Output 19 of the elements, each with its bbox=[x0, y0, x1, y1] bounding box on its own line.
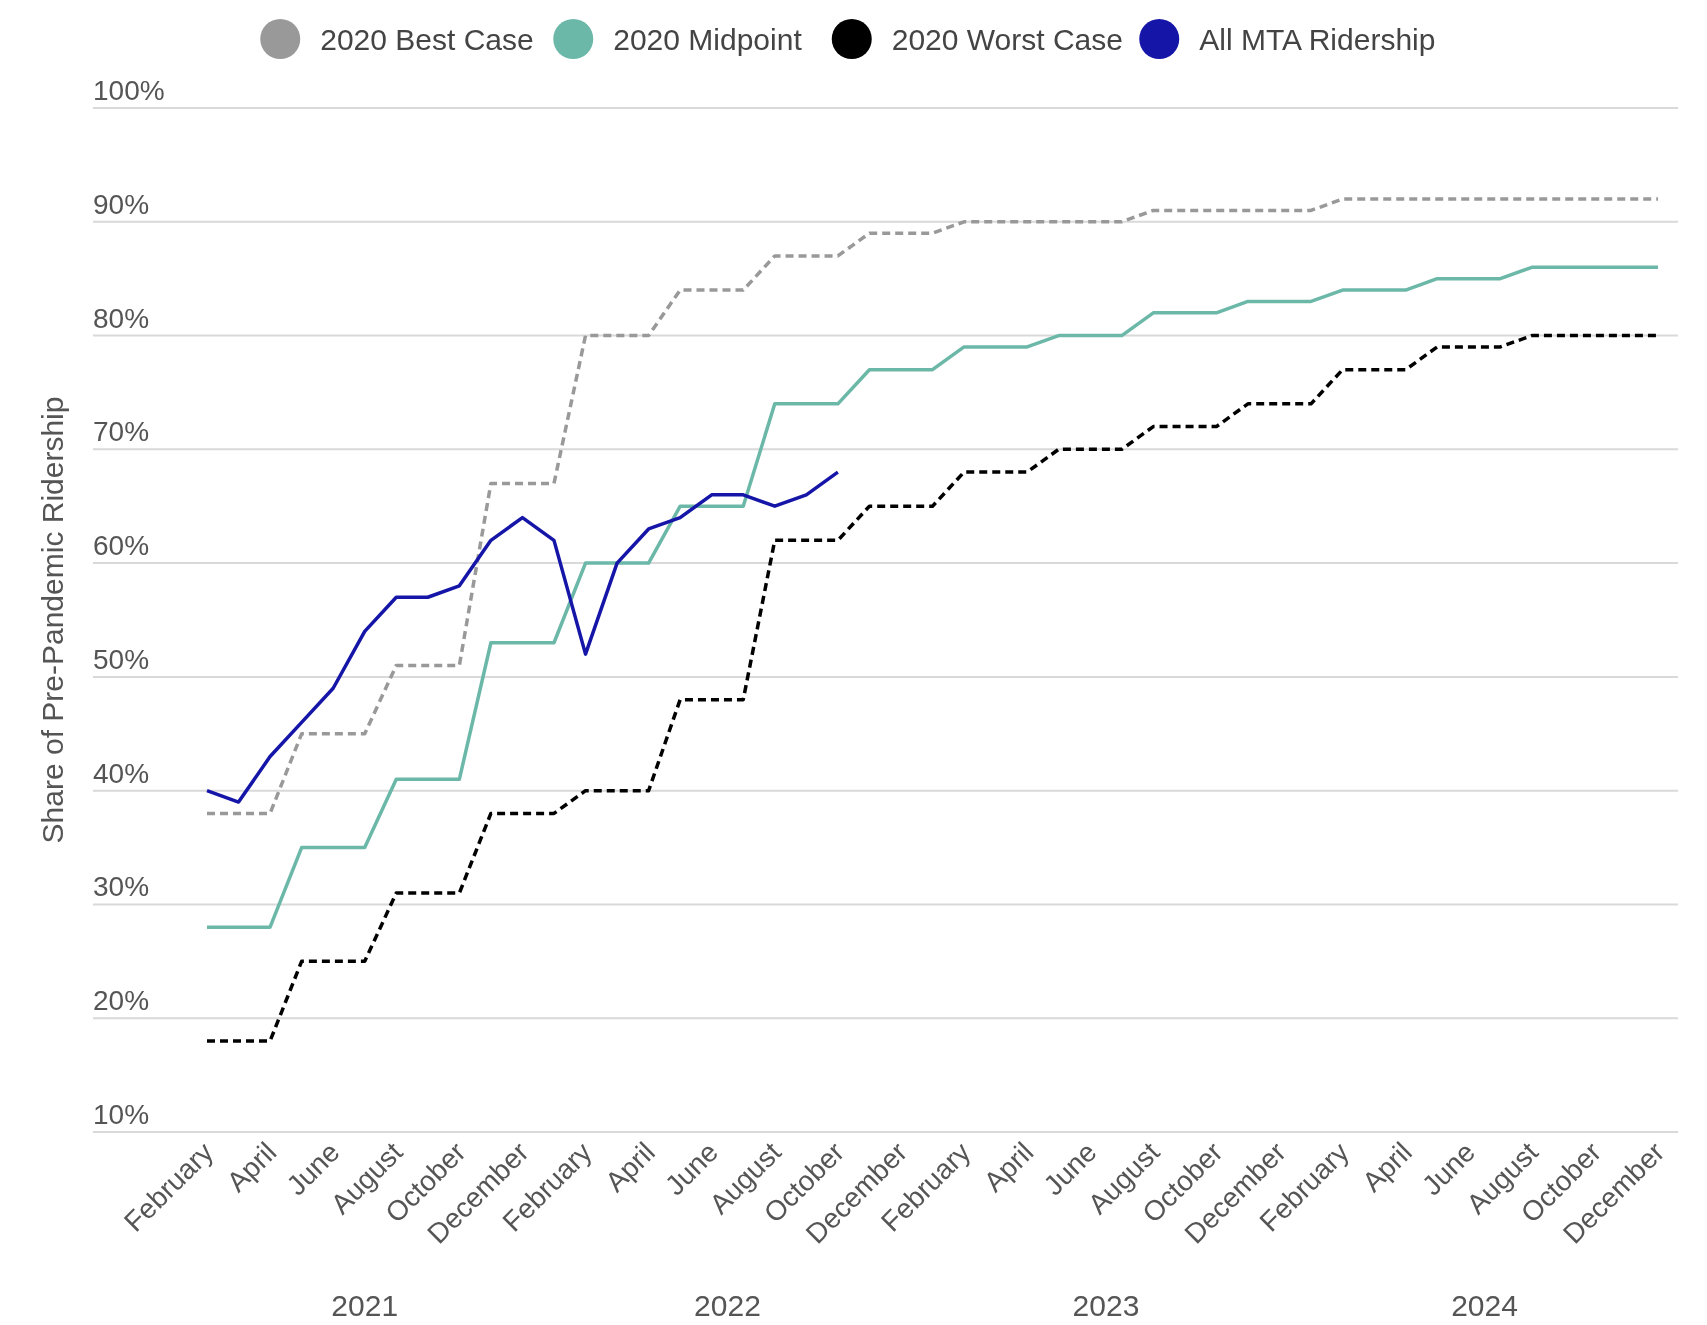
text: 2024 bbox=[1451, 1289, 1518, 1322]
legend-label: 2020 Worst Case bbox=[891, 23, 1123, 56]
legend-label: 2020 Midpoint bbox=[613, 23, 803, 56]
text: 2022 bbox=[694, 1289, 761, 1322]
y-tick-label: 30% bbox=[93, 871, 150, 903]
y-axis-title: Share of Pre-Pandemic Ridership bbox=[36, 396, 69, 844]
y-tick-label: 70% bbox=[93, 416, 150, 448]
y-tick-label: 40% bbox=[93, 757, 150, 789]
y-tick-label: 50% bbox=[93, 643, 150, 675]
text: 2023 bbox=[1072, 1289, 1140, 1322]
y-tick-label: 60% bbox=[93, 530, 150, 562]
y-tick-label: 100% bbox=[93, 75, 165, 106]
y-tick-label: 20% bbox=[93, 985, 150, 1017]
legend-label: All MTA Ridership bbox=[1199, 23, 1436, 56]
text: 2021 bbox=[331, 1289, 399, 1322]
y-tick-label: 80% bbox=[93, 302, 150, 334]
legend-label: 2020 Best Case bbox=[320, 23, 534, 56]
y-tick-label: 10% bbox=[93, 1099, 150, 1130]
y-tick-label: 90% bbox=[93, 188, 150, 220]
